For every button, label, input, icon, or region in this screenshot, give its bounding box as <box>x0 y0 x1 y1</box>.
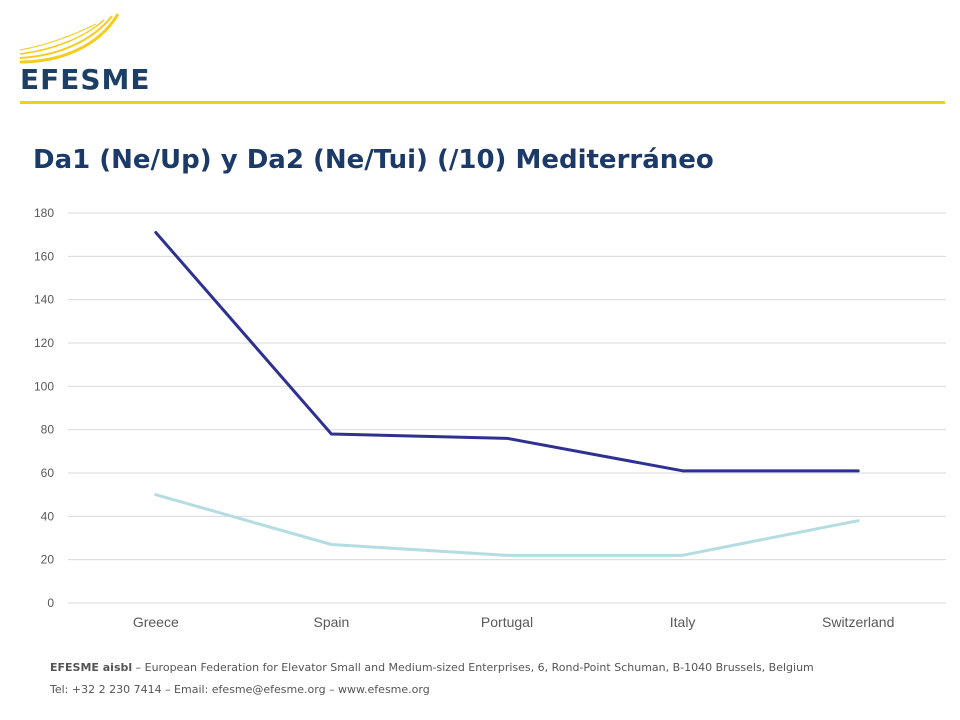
footer-contact: Tel: +32 2 230 7414 – Email: efesme@efes… <box>50 683 430 696</box>
y-tick-label: 20 <box>41 553 55 567</box>
y-tick-label: 140 <box>34 293 54 307</box>
logo-text: EFESME <box>20 63 151 96</box>
series-line-2 <box>154 493 860 557</box>
x-tick-label: Spain <box>313 614 349 630</box>
y-tick-label: 160 <box>34 249 54 263</box>
y-tick-label: 120 <box>34 336 54 350</box>
footer-org-name: EFESME aisbl <box>50 661 133 674</box>
y-tick-label: 100 <box>34 379 54 393</box>
x-tick-label: Switzerland <box>822 614 894 630</box>
page-title: Da1 (Ne/Up) y Da2 (Ne/Tui) (/10) Mediter… <box>33 145 714 175</box>
footer-address: EFESME aisbl – European Federation for E… <box>50 661 814 674</box>
efesme-logo: EFESME <box>18 10 150 94</box>
footer-address-text: – European Federation for Elevator Small… <box>132 661 814 674</box>
line-chart: 0 20 40 60 80 100 120 140 160 180 Greece Spain Portu… <box>34 206 946 630</box>
y-tick-label: 40 <box>41 509 55 523</box>
logo-arc-icon <box>19 13 120 64</box>
y-tick-label: 180 <box>34 206 54 220</box>
y-tick-label: 0 <box>47 596 54 610</box>
header-divider <box>20 101 945 104</box>
x-tick-label: Greece <box>133 614 179 630</box>
y-tick-label: 60 <box>41 466 55 480</box>
x-tick-label: Portugal <box>481 614 533 630</box>
y-tick-label: 80 <box>41 423 55 437</box>
x-tick-label: Italy <box>670 614 696 630</box>
series-line-1 <box>154 231 860 473</box>
